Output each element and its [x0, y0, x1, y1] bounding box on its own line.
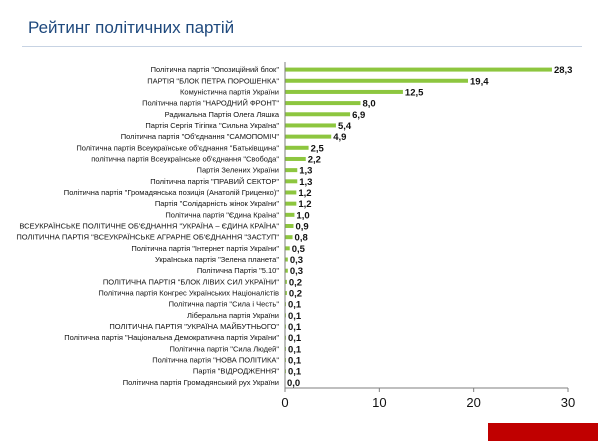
- category-label: Політична партія "НОВА ПОЛІТИКА": [152, 356, 279, 365]
- bar: [285, 246, 290, 251]
- category-label: ПОЛІТИЧНА ПАРТІЯ "БЛОК ЛІВИХ СИЛ УКРАЇНИ…: [103, 277, 279, 286]
- bar: [285, 168, 298, 173]
- footer-accent-bar: [488, 423, 598, 441]
- category-label: Політична партія Громадянський рух Украї…: [123, 378, 279, 387]
- category-label: Політична партія "Громадянська позиція (…: [64, 188, 280, 197]
- category-label: Політична партія "Об'єднання "САМОПОМІЧ": [121, 132, 280, 141]
- value-label: 1,2: [298, 188, 311, 199]
- bar: [285, 145, 309, 150]
- value-label: 2,5: [311, 143, 325, 154]
- bar: [285, 156, 306, 161]
- value-label: 0,9: [295, 222, 308, 233]
- category-label: Партія "Солідарність жінок України": [155, 199, 279, 208]
- category-label: Політична партія "Сила Людей": [169, 344, 279, 353]
- category-label: Політична партія Всеукраїнське об'єднанн…: [76, 143, 279, 152]
- value-label: 0,1: [288, 311, 302, 322]
- value-label: 0,2: [289, 277, 302, 288]
- category-label: Політична партія "Інтернет партія Україн…: [131, 244, 279, 253]
- bar: [285, 291, 287, 296]
- category-label: ПОЛІТИЧНА ПАРТІЯ "ВСЕУКРАЇНСЬКЕ АГРАРНЕ …: [16, 233, 279, 242]
- category-label: ВСЕУКРАЇНСЬКЕ ПОЛІТИЧНЕ ОБ'ЄДНАННЯ "УКРА…: [19, 222, 279, 231]
- value-label: 1,3: [299, 166, 312, 177]
- category-label: Політична партія "Національна Демократич…: [64, 333, 279, 342]
- category-label: ПОЛІТИЧНА ПАРТІЯ "УКРАЇНА МАЙБУТНЬОГО": [109, 322, 279, 331]
- category-label: Політична партія "ПРАВИЙ СЕКТОР": [150, 177, 279, 186]
- x-tick-label: 30: [561, 395, 575, 410]
- value-label: 2,2: [308, 154, 321, 165]
- bar: [285, 190, 297, 195]
- bar: [285, 123, 336, 128]
- x-tick-label: 10: [372, 395, 386, 410]
- bar: [285, 134, 332, 139]
- category-label: Комуністична партія України: [180, 87, 279, 96]
- value-label: 0,1: [288, 300, 302, 311]
- category-label: Партія Сергія Тігіпка "Сильна Україна": [145, 121, 279, 130]
- value-label: 6,9: [352, 110, 365, 121]
- x-tick-label: 20: [466, 395, 480, 410]
- bar: [285, 201, 297, 206]
- category-label: Партія "ВІДРОДЖЕННЯ": [193, 367, 279, 376]
- bar: [285, 112, 351, 117]
- category-label: Політична партія "Опозиційний блок": [151, 65, 280, 74]
- category-label: Партія Зелених України: [197, 166, 279, 175]
- category-label: Політична партія "Сила і Честь": [169, 300, 280, 309]
- value-label: 0,1: [288, 333, 302, 344]
- value-label: 0,2: [289, 289, 302, 300]
- bar: [285, 89, 403, 94]
- x-tick-label: 0: [281, 395, 288, 410]
- title-divider: [22, 46, 582, 47]
- category-label: Політична Партія "5.10": [197, 266, 279, 275]
- bar: [285, 224, 294, 228]
- chart-title: Рейтинг політичних партій: [28, 18, 235, 37]
- value-label: 0,1: [288, 344, 302, 355]
- bar: [285, 279, 287, 284]
- value-label: 19,4: [470, 76, 489, 87]
- value-label: 0,8: [295, 233, 308, 244]
- value-label: 0,1: [288, 367, 302, 378]
- bar: [285, 78, 469, 83]
- category-label: Політична партія "НАРОДНИЙ ФРОНТ": [142, 99, 279, 108]
- category-label: Українська партія "Зелена планета": [155, 255, 279, 264]
- category-label: політична партія Всеукраїнське об'єднанн…: [91, 154, 279, 163]
- category-label: Радикальна Партія Олега Ляшка: [165, 110, 280, 119]
- value-label: 0,1: [288, 322, 302, 333]
- bar: [285, 268, 288, 273]
- value-label: 1,0: [296, 210, 309, 221]
- value-label: 0,1: [288, 356, 302, 367]
- bar: [285, 101, 361, 106]
- category-label: Політична партія "Єдина Країна": [165, 210, 279, 219]
- value-label: 8,0: [362, 99, 375, 110]
- category-label: Політична партія Конгрес Українських Нац…: [98, 289, 279, 298]
- value-label: 4,9: [333, 132, 346, 143]
- value-label: 0,3: [290, 266, 303, 277]
- bar: [285, 235, 293, 240]
- value-label: 0,3: [290, 255, 303, 266]
- value-label: 5,4: [338, 121, 352, 132]
- category-label: Ліберальна партія України: [187, 311, 279, 320]
- value-label: 1,2: [298, 199, 311, 210]
- bar: [285, 67, 552, 72]
- value-label: 0,0: [287, 378, 300, 389]
- bar: [285, 257, 288, 262]
- category-label: ПАРТІЯ "БЛОК ПЕТРА ПОРОШЕНКА": [147, 76, 279, 85]
- bar: [285, 179, 298, 184]
- value-label: 0,5: [292, 244, 306, 255]
- value-label: 12,5: [405, 87, 424, 98]
- bar: [285, 212, 295, 217]
- value-label: 1,3: [299, 177, 312, 188]
- value-label: 28,3: [554, 65, 573, 76]
